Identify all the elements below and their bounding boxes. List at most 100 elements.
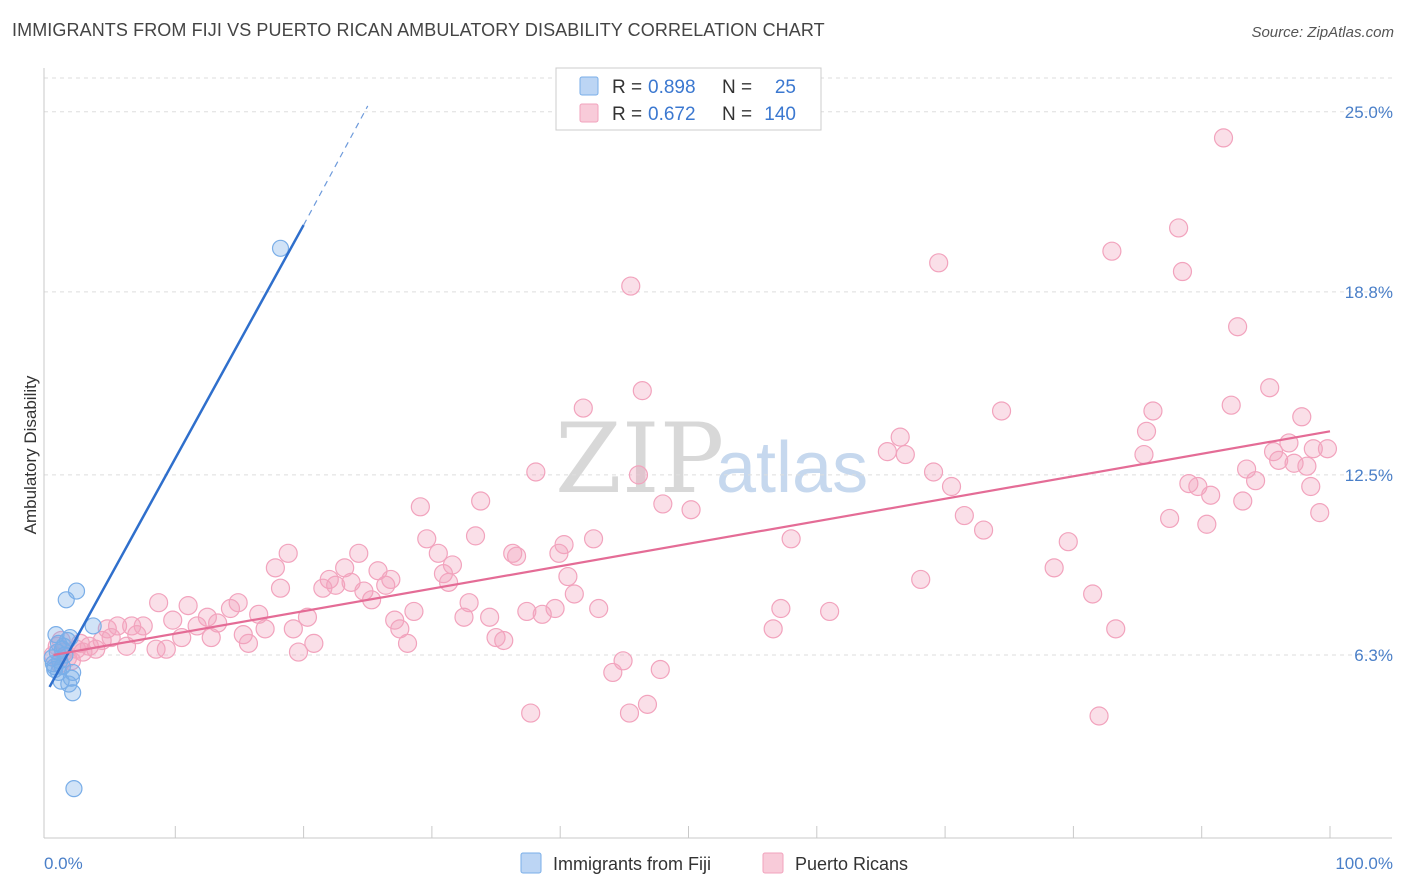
- y-axis-label: Ambulatory Disability: [21, 375, 40, 534]
- puerto-ricans-point: [1102, 241, 1122, 261]
- puerto-ricans-point: [632, 381, 652, 401]
- x-tick-label-0: 0.0%: [44, 854, 83, 873]
- puerto-ricans-point: [558, 566, 578, 587]
- puerto-ricans-point: [1233, 491, 1253, 511]
- puerto-ricans-point: [771, 598, 791, 619]
- puerto-ricans-point: [163, 610, 183, 630]
- puerto-ricans-point: [283, 619, 303, 639]
- puerto-ricans-point: [564, 584, 584, 604]
- puerto-ricans-point: [376, 575, 396, 595]
- puerto-ricans-point: [521, 703, 541, 723]
- puerto-ricans-point: [1134, 444, 1154, 465]
- puerto-ricans-point: [178, 596, 198, 616]
- puerto-ricans-point: [1169, 218, 1189, 238]
- chart-title: IMMIGRANTS FROM FIJI VS PUERTO RICAN AMB…: [12, 20, 825, 40]
- puerto-ricans-point: [428, 543, 448, 563]
- puerto-ricans-point: [471, 491, 491, 511]
- legend-fiji-n-value: 25: [775, 77, 796, 98]
- x-tick-label-100: 100.0%: [1335, 854, 1393, 873]
- puerto-ricans-point: [895, 444, 915, 465]
- fiji-point: [60, 675, 78, 693]
- y-axis-tick-labels: 6.3% 12.5% 18.8% 25.0%: [1345, 103, 1393, 665]
- puerto-ricans-point: [480, 607, 500, 627]
- legend-frame: [555, 67, 822, 131]
- puerto-ricans-point: [265, 558, 285, 578]
- puerto-ricans-point: [954, 505, 974, 526]
- puerto-ricans-point: [517, 601, 537, 622]
- legend-fiji-r-value: 0.898: [648, 77, 696, 98]
- bottom-legend-pr-label: Puerto Ricans: [795, 854, 908, 874]
- puerto-ricans-point: [554, 535, 574, 555]
- puerto-ricans-point: [465, 526, 486, 546]
- puerto-ricans-point: [97, 619, 117, 639]
- legend-pr-r-value: 0.672: [648, 104, 696, 125]
- puerto-ricans-point: [991, 401, 1012, 421]
- puerto-ricans-point: [653, 494, 673, 514]
- puerto-ricans-point: [270, 578, 291, 598]
- y-tick-label: 18.8%: [1345, 283, 1393, 302]
- puerto-ricans-point: [220, 598, 241, 619]
- legend-pr-n-label: N =: [722, 104, 752, 125]
- watermark-zip: ZIP: [555, 403, 724, 515]
- puerto-ricans-point: [1260, 378, 1280, 398]
- puerto-ricans-point: [1136, 421, 1157, 441]
- puerto-ricans-point: [381, 569, 401, 590]
- puerto-ricans-point: [1310, 503, 1330, 523]
- puerto-ricans-point: [1303, 439, 1323, 459]
- fiji-point: [67, 582, 86, 600]
- puerto-ricans-point: [228, 593, 248, 613]
- puerto-ricans-point: [149, 593, 169, 613]
- puerto-ricans-point: [820, 601, 840, 622]
- puerto-ricans-point: [1172, 261, 1193, 282]
- puerto-ricans-point: [1301, 476, 1321, 497]
- puerto-ricans-point: [326, 575, 346, 595]
- puerto-ricans-point: [506, 546, 527, 566]
- bottom-legend: Immigrants from Fiji Puerto Ricans: [520, 852, 908, 874]
- axes: [43, 68, 1392, 839]
- puerto-ricans-point: [397, 633, 418, 653]
- puerto-ricans-point: [628, 465, 649, 485]
- puerto-ricans-point: [486, 627, 506, 648]
- puerto-ricans-point: [1297, 456, 1317, 476]
- puerto-ricans-point: [494, 630, 514, 651]
- puerto-ricans-point: [304, 633, 324, 653]
- puerto-ricans-point: [133, 616, 153, 636]
- puerto-ricans-point: [1228, 317, 1248, 337]
- puerto-ricans-point: [146, 639, 166, 659]
- puerto-ricans-point: [156, 639, 176, 659]
- y-tick-label: 25.0%: [1345, 103, 1393, 122]
- fiji-points: [43, 239, 290, 798]
- puerto-ricans-point: [619, 703, 640, 723]
- puerto-ricans-point: [278, 543, 298, 563]
- legend-box: R = 0.898 N = 25 R = 0.672 N = 140: [555, 67, 822, 131]
- puerto-ricans-point: [941, 476, 962, 497]
- fiji-trend-extension: [303, 105, 369, 226]
- puerto-ricans-point: [297, 607, 318, 627]
- legend-fiji-r-label: R =: [612, 77, 642, 98]
- legend-pr-n-value: 140: [764, 104, 796, 125]
- puerto-ricans-point: [349, 543, 369, 563]
- puerto-ricans-point: [238, 633, 259, 653]
- fiji-point: [49, 634, 68, 652]
- puerto-ricans-point: [255, 619, 275, 639]
- fiji-point: [64, 684, 82, 702]
- puerto-ricans-point: [442, 555, 463, 575]
- puerto-ricans-point: [613, 651, 633, 671]
- puerto-ricans-point: [573, 398, 593, 418]
- puerto-ricans-point: [1089, 706, 1109, 726]
- y-tick-label: 6.3%: [1354, 646, 1393, 665]
- puerto-ricans-point: [404, 601, 424, 622]
- fiji-point: [271, 239, 290, 257]
- legend-pr-r-label: R =: [612, 104, 642, 125]
- puerto-ricans-point: [410, 497, 430, 517]
- puerto-ricans-point: [417, 529, 437, 549]
- puerto-ricans-point: [637, 694, 658, 714]
- puerto-ricans-point: [589, 598, 609, 619]
- bottom-legend-fiji-swatch: [520, 852, 542, 874]
- puerto-ricans-point: [681, 500, 701, 520]
- puerto-ricans-point: [650, 659, 670, 680]
- puerto-ricans-point: [911, 569, 931, 590]
- y-tick-label: 12.5%: [1345, 466, 1393, 485]
- puerto-ricans-point: [1292, 407, 1312, 427]
